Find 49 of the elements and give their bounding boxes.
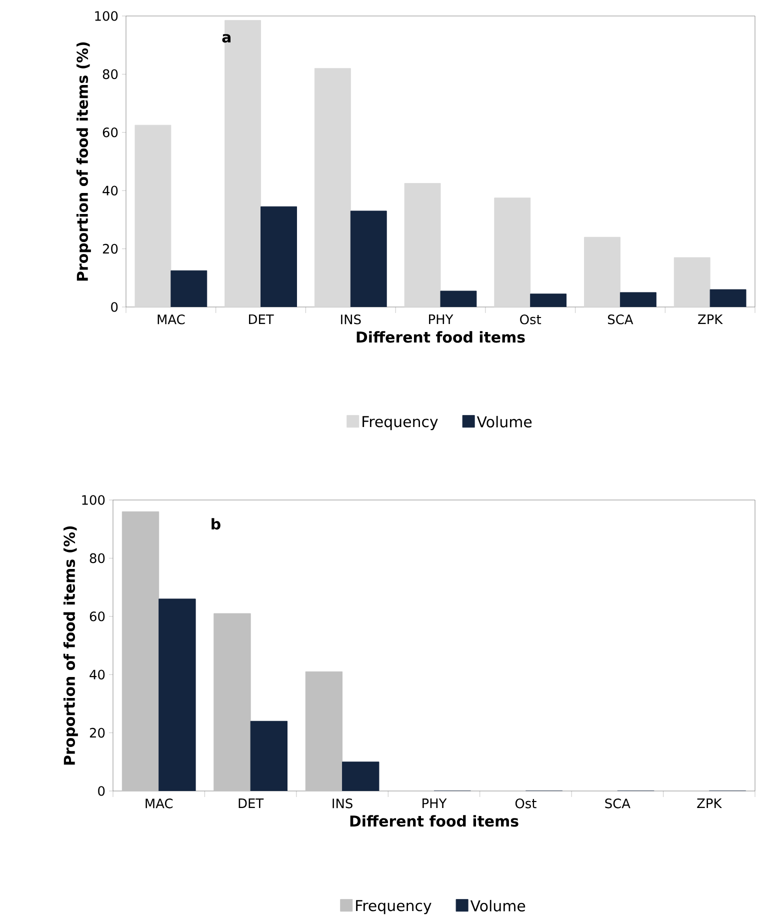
- x-axis-title: Different food items: [350, 815, 518, 827]
- y-tick-label: 100: [95, 11, 118, 21]
- bar: [404, 183, 441, 307]
- x-tick-label: PHY: [422, 798, 447, 808]
- x-tick-label: DET: [249, 314, 274, 324]
- bar: [170, 270, 208, 307]
- x-tick-label: MAC: [146, 798, 173, 808]
- x-tick-label: PHY: [429, 314, 454, 324]
- y-tick-label: 40: [102, 186, 118, 196]
- legend-label: Volume: [476, 416, 532, 428]
- y-tick-label: 60: [90, 612, 105, 622]
- x-tick-label: DET: [238, 798, 264, 808]
- y-axis-title: Proportion of food items (%): [76, 42, 91, 281]
- bar: [134, 124, 172, 307]
- legend-label: Volume: [470, 900, 526, 912]
- y-tick-label: 40: [90, 670, 105, 680]
- annotation: a: [222, 34, 231, 43]
- y-tick-label: 80: [102, 69, 118, 80]
- bar: [440, 290, 477, 307]
- y-tick-label: 20: [90, 728, 105, 738]
- x-tick-label: Ost: [515, 798, 536, 808]
- x-tick-label: INS: [341, 314, 361, 324]
- x-tick-label: SCA: [605, 798, 630, 808]
- x-tick-label: SCA: [608, 314, 634, 324]
- annotation: b: [212, 518, 220, 530]
- x-tick-label: Ost: [520, 314, 542, 324]
- bar: [584, 236, 620, 307]
- legend-label: Frequency: [362, 416, 438, 430]
- x-tick-label: INS: [332, 798, 352, 808]
- y-axis-title: Proportion of food items (%): [63, 526, 78, 765]
- bar: [710, 289, 746, 307]
- y-tick-label: 0: [111, 302, 118, 312]
- y-tick-label: 60: [102, 127, 118, 138]
- x-tick-label: ZPK: [698, 314, 723, 324]
- x-axis-title: Different food items: [356, 331, 525, 343]
- y-tick-label: 20: [102, 244, 118, 254]
- y-tick-label: 100: [82, 495, 105, 505]
- bar: [494, 198, 531, 307]
- bar: [674, 257, 710, 307]
- bar: [620, 292, 656, 307]
- bar: [530, 294, 567, 307]
- bar: [260, 206, 297, 307]
- bar: [350, 210, 387, 307]
- y-tick-label: 0: [98, 786, 105, 796]
- y-tick-label: 80: [90, 553, 105, 564]
- x-tick-label: ZPK: [697, 798, 722, 808]
- legend-label: Frequency: [356, 900, 432, 914]
- bar: [314, 68, 351, 307]
- x-tick-label: MAC: [158, 314, 185, 324]
